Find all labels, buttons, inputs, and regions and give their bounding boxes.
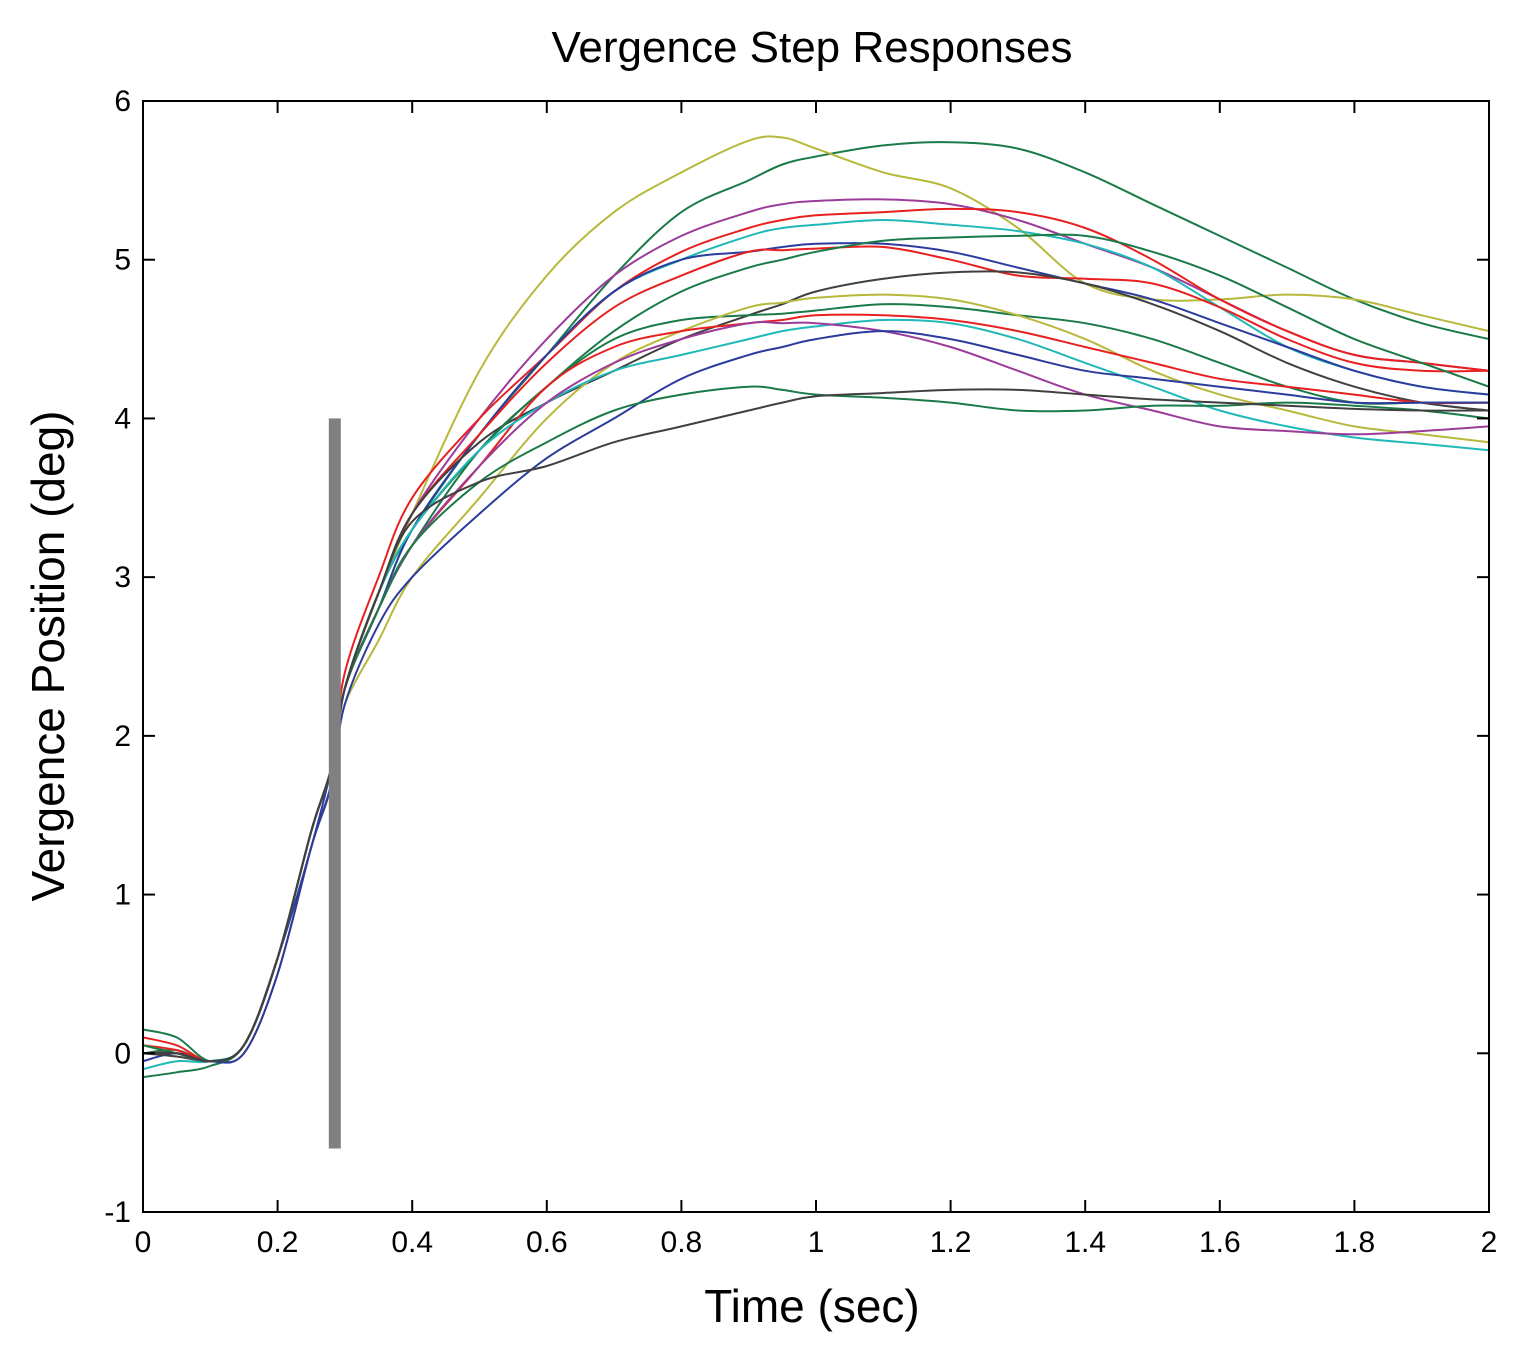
y-axis: -1 0 1 2 3 4 5 6 [104, 85, 1489, 1229]
x-axis: 0 0.2 0.4 0.6 0.8 1 1.2 1.4 1.6 1.8 2 [135, 101, 1498, 1259]
x-tick-label: 0.6 [526, 1226, 568, 1259]
y-tick-label: 0 [114, 1037, 131, 1070]
x-tick-label: 0.8 [661, 1226, 703, 1259]
y-tick-label: 2 [114, 720, 131, 753]
x-tick-label: 1.2 [930, 1226, 972, 1259]
series-group [142, 135, 1490, 1079]
y-tick-label: -1 [104, 1196, 131, 1229]
x-tick-label: 2 [1481, 1226, 1498, 1259]
y-tick-label: 6 [114, 85, 131, 118]
x-axis-label: Time (sec) [704, 1280, 920, 1332]
series-line-6 [142, 242, 1490, 1063]
y-axis-label: Vergence Position (deg) [22, 411, 74, 902]
x-tick-label: 1.4 [1064, 1226, 1106, 1259]
y-tick-label: 3 [114, 561, 131, 594]
x-tick-label: 0.4 [391, 1226, 433, 1259]
x-tick-label: 1.8 [1334, 1226, 1376, 1259]
x-tick-label: 1.6 [1199, 1226, 1241, 1259]
series-line-15 [142, 330, 1490, 1064]
chart-title: Vergence Step Responses [551, 23, 1072, 72]
y-tick-label: 5 [114, 244, 131, 277]
y-tick-label: 4 [114, 402, 131, 435]
series-line-17 [142, 388, 1490, 1063]
x-tick-label: 0 [135, 1226, 152, 1259]
y-tick-label: 1 [114, 879, 131, 912]
x-tick-label: 1 [808, 1226, 825, 1259]
x-tick-label: 0.2 [257, 1226, 299, 1259]
